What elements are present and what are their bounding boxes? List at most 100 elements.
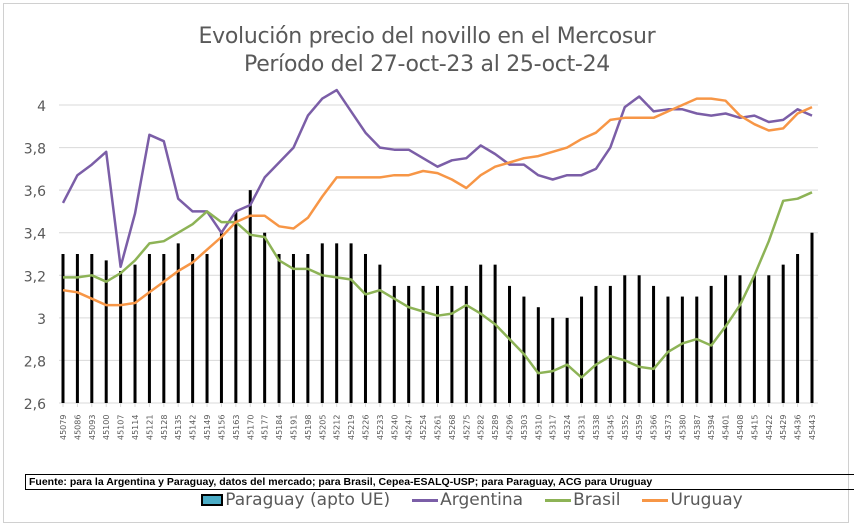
bar-paraguay (421, 285, 425, 403)
bar-paraguay (508, 285, 512, 403)
x-tick-label: 45387 (693, 415, 702, 440)
bar-paraguay (349, 243, 353, 403)
bar-paraguay (767, 275, 771, 403)
bar-paraguay (378, 264, 382, 403)
bar-paraguay (90, 254, 94, 403)
legend-label-paraguay: Paraguay (apto UE) (225, 490, 391, 510)
legend-label-uruguay: Uruguay (670, 490, 743, 510)
y-tick-label: 3,8 (24, 142, 46, 158)
bar-paraguay (191, 254, 195, 403)
x-tick-label: 45170 (246, 415, 255, 440)
bar-paraguay (407, 285, 411, 403)
bar-paraguay (652, 285, 656, 403)
bar-paraguay (637, 275, 641, 403)
bar-paraguay (277, 254, 281, 403)
bar-paraguay (335, 243, 339, 403)
bar-paraguay (436, 285, 439, 403)
bar-paraguay (695, 296, 699, 403)
x-tick-label: 45240 (390, 415, 399, 440)
x-tick-label: 45443 (808, 415, 817, 440)
bar-paraguay (810, 232, 814, 403)
x-tick-label: 45345 (606, 415, 615, 440)
bar-paraguay (623, 275, 627, 403)
x-tick-label: 45233 (376, 415, 385, 440)
x-tick-label: 45408 (736, 415, 745, 440)
x-tick-label: 45114 (131, 415, 140, 440)
legend-swatch-brasil (545, 498, 572, 502)
y-tick-label: 3 (37, 312, 46, 328)
x-tick-label: 45254 (419, 415, 428, 440)
x-tick-label: 45331 (578, 415, 587, 440)
x-tick-label: 45394 (707, 415, 716, 440)
x-tick-label: 45212 (333, 415, 342, 440)
bar-paraguay (781, 264, 785, 403)
bar-paraguay (234, 211, 238, 403)
bar-paraguay (608, 285, 612, 403)
y-tick-label: 3,2 (24, 269, 46, 285)
bar-paraguay (263, 232, 267, 403)
bar-paraguay (392, 285, 396, 403)
x-tick-label: 45296 (506, 415, 515, 440)
bar-paraguay (724, 275, 728, 403)
x-tick-label: 45205 (318, 415, 327, 440)
x-tick-label: 45310 (534, 415, 543, 440)
x-tick-label: 45226 (361, 415, 370, 440)
bar-paraguay (61, 254, 65, 403)
bar-paraguay (565, 317, 569, 403)
bar-paraguay (666, 296, 670, 403)
bar-paraguay (104, 260, 108, 403)
x-tick-label: 45324 (563, 415, 572, 440)
bar-paraguay (536, 307, 540, 403)
x-tick-label: 45303 (520, 415, 529, 440)
legend-swatch-paraguay (201, 494, 224, 506)
y-tick-label: 2,8 (24, 354, 46, 370)
x-tick-label: 45100 (102, 415, 111, 440)
line-argentina (61, 88, 813, 269)
bar-paraguay (363, 254, 367, 403)
legend-item-brasil: Brasil (545, 490, 620, 510)
legend-label-argentina: Argentina (440, 490, 524, 510)
x-tick-label: 45380 (678, 415, 687, 440)
bar-paraguay (680, 296, 684, 403)
bar-paraguay (493, 264, 497, 403)
bar-paraguay (796, 254, 800, 403)
x-tick-label: 45289 (491, 415, 500, 440)
y-tick-label: 3,4 (24, 227, 46, 243)
x-tick-label: 45163 (232, 415, 241, 440)
x-tick-label: 45268 (448, 415, 457, 440)
chart-title-line-1: Evolución precio del novillo en el Merco… (198, 24, 656, 49)
legend-swatch-argentina (412, 498, 439, 502)
x-tick-label: 45415 (750, 415, 759, 440)
x-tick-label: 45093 (88, 415, 97, 440)
x-tick-label: 45121 (145, 415, 154, 440)
bar-paraguay (147, 254, 151, 403)
y-tick-label: 2,6 (24, 397, 46, 413)
x-tick-label: 45128 (160, 415, 169, 440)
x-tick-label: 45261 (434, 415, 443, 440)
bar-paraguay (176, 243, 180, 403)
x-tick-label: 45156 (217, 415, 226, 440)
x-tick-label: 45219 (347, 415, 356, 440)
x-tick-label: 45275 (462, 415, 471, 440)
bar-paraguay (133, 264, 137, 403)
bar-paraguay (450, 285, 454, 403)
legend-item-uruguay: Uruguay (642, 490, 743, 510)
bar-paraguay (119, 271, 123, 403)
x-tick-label: 45177 (261, 415, 270, 440)
x-tick-label: 45086 (73, 415, 82, 440)
x-tick-label: 45436 (794, 415, 803, 440)
bar-paraguay (752, 275, 756, 403)
bar-paraguay (291, 254, 295, 403)
bar-paraguay (162, 254, 166, 403)
x-tick-label: 45366 (650, 415, 659, 440)
x-tick-label: 45107 (117, 415, 126, 440)
legend-item-argentina: Argentina (412, 490, 523, 510)
x-tick-label: 45422 (765, 415, 774, 440)
source-note: Fuente: para la Argentina y Paraguay, da… (25, 474, 854, 490)
bar-paraguay (205, 254, 209, 403)
bar-paraguay (219, 232, 223, 403)
x-tick-label: 45198 (304, 415, 313, 440)
bar-paraguay (551, 317, 555, 403)
x-tick-label: 45149 (203, 415, 212, 440)
